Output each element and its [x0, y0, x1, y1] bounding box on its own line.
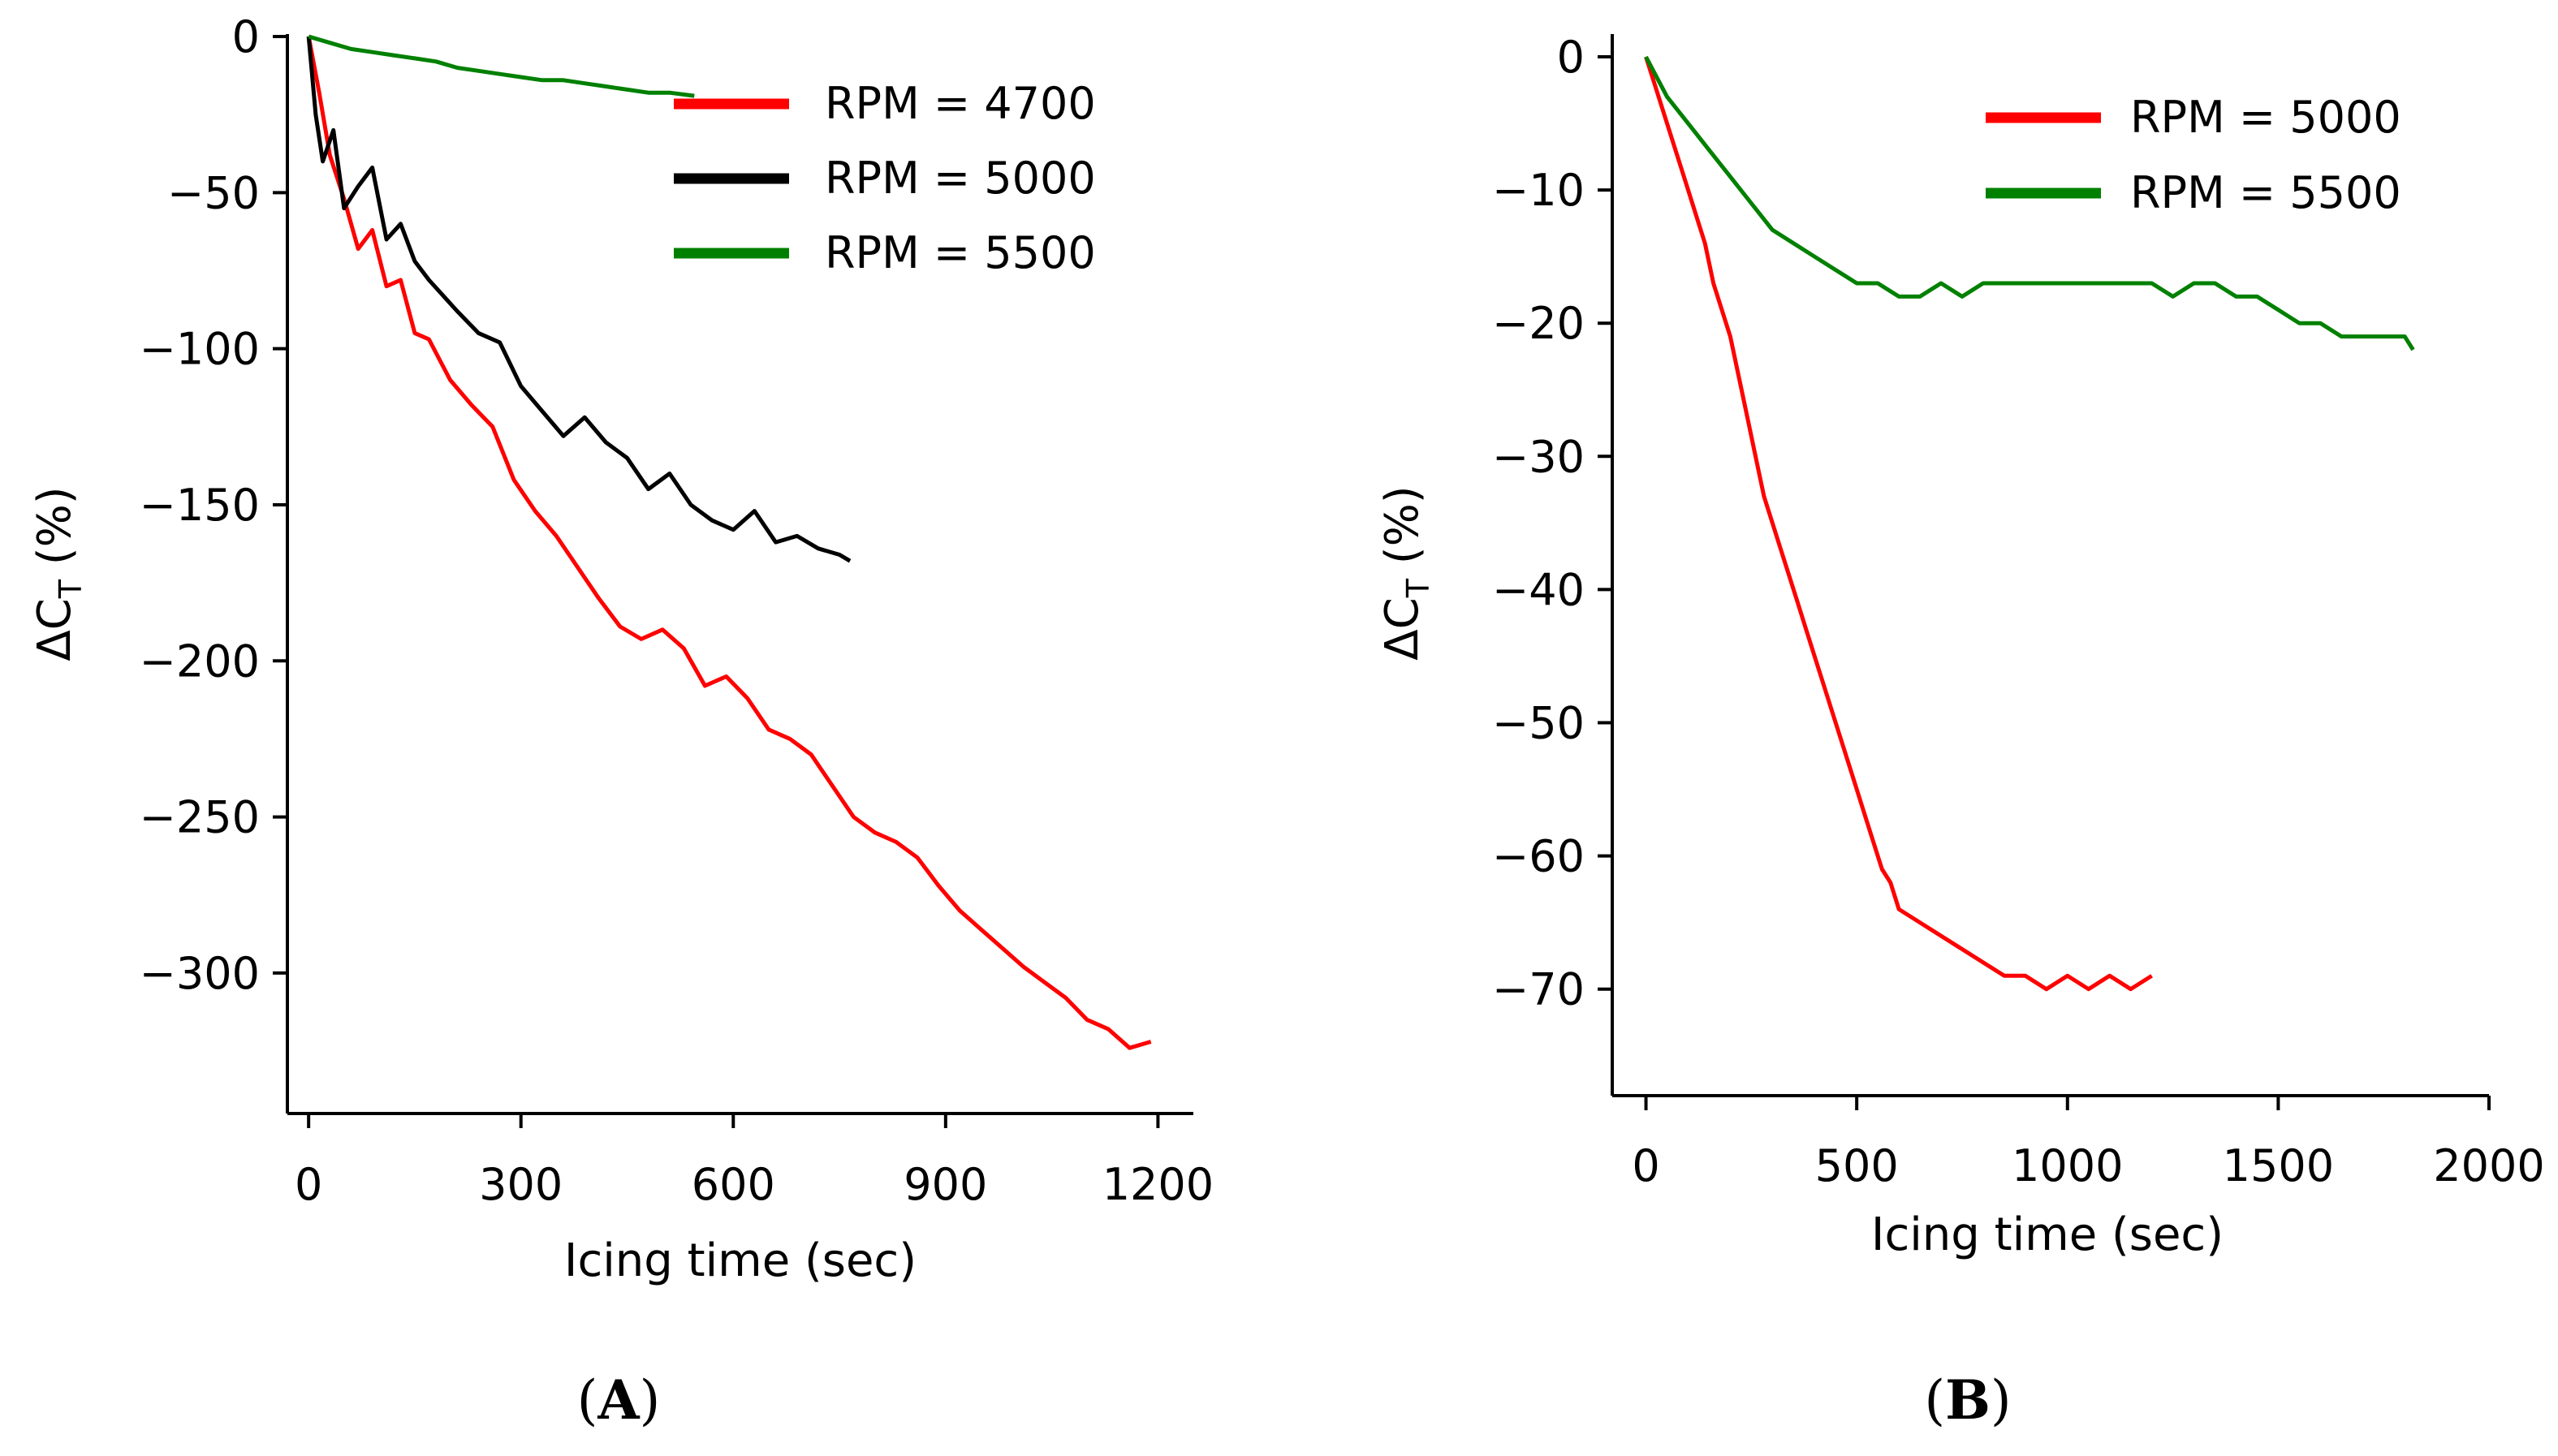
chart-b-x-tick-label: 1000: [2012, 1140, 2123, 1191]
chart-b-x-tick-label: 2000: [2433, 1140, 2544, 1191]
chart-b: 0−10−20−30−40−50−60−70 0 500 1000 1500 2000 …: [1376, 32, 2545, 1432]
chart-b-y-tick-label: −20: [1492, 298, 1585, 349]
chart-b-series-line-rpm-5000: [1644, 56, 2153, 992]
chart-b-y-axis-title-sub: T: [1400, 578, 1436, 598]
chart-b-legend-label-5000: RPM = 5000: [2130, 92, 2401, 143]
chart-b-y-tick-label: −10: [1492, 165, 1585, 216]
chart-b-y-tick-label: −40: [1492, 564, 1585, 615]
chart-a-series-line-rpm-5000: [306, 36, 852, 563]
chart-b-x-ticks: 0 500 1000 1500 2000: [1632, 1096, 2545, 1191]
chart-a-y-tick-label: −200: [140, 635, 260, 687]
chart-a-x-tick-label: 900: [904, 1159, 987, 1210]
chart-b-y-tick-label: −70: [1492, 964, 1585, 1015]
chart-a-panel-label-open: (: [577, 1369, 598, 1432]
chart-a-x-tick-label: 0: [295, 1159, 322, 1210]
chart-a-y-tick-label: 0: [232, 11, 260, 62]
chart-b-legend: RPM = 5000 RPM = 5500: [1986, 92, 2401, 218]
chart-b-x-tick-label: 0: [1632, 1140, 1659, 1191]
chart-b-axes: [1611, 34, 2489, 1097]
chart-a-legend-label-4700: RPM = 4700: [825, 78, 1096, 129]
chart-a-y-axis-title-suffix: (%): [28, 486, 81, 579]
chart-a-x-tick-label: 300: [479, 1159, 563, 1210]
chart-a-x-tick-label: 600: [692, 1159, 775, 1210]
chart-a-legend-label-5500: RPM = 5500: [825, 227, 1096, 278]
chart-a-y-axis-title-sub: T: [53, 579, 88, 599]
chart-a: 0−50−100−150−200−250−300 0 300 600 900 1200 …: [28, 11, 1214, 1432]
chart-a-series-line-rpm-5500: [308, 34, 695, 98]
chart-b-x-tick-label: 1500: [2223, 1140, 2334, 1191]
chart-a-panel-label: (A): [577, 1368, 661, 1432]
chart-a-y-axis-title-main: ΔC: [28, 598, 81, 661]
chart-a-panel-label-close: ): [640, 1369, 661, 1432]
chart-a-y-tick-label: −150: [140, 480, 260, 531]
chart-b-panel-label: (B): [1924, 1368, 2011, 1432]
chart-a-y-ticks: 0 −50 −100 −150 −200 −250 −300: [140, 11, 287, 999]
chart-b-x-axis-title: Icing time (sec): [1871, 1208, 2224, 1261]
chart-a-axes: [286, 34, 1193, 1115]
chart-b-panel-label-letter: B: [1945, 1368, 1991, 1432]
chart-b-x-tick-label: 500: [1815, 1140, 1899, 1191]
chart-a-y-tick-label: −250: [140, 792, 260, 843]
chart-a-legend: RPM = 4700 RPM = 5000 RPM = 5500: [674, 78, 1096, 278]
chart-b-panel-label-close: ): [1991, 1369, 2012, 1432]
chart-b-y-ticks: 0 −10 −20 −30 −40 −50 −60 −70: [1492, 32, 1612, 1015]
chart-a-x-ticks: 0 300 600 900 1200: [295, 1114, 1214, 1210]
chart-b-y-tick-label: −60: [1492, 831, 1585, 882]
chart-a-series: [306, 34, 1152, 1050]
chart-a-y-tick-label: −100: [140, 324, 260, 375]
chart-a-series-line-rpm-4700: [306, 36, 1152, 1050]
chart-b-y-axis-title: ΔCT (%): [1376, 485, 1436, 660]
chart-a-x-tick-label: 1200: [1102, 1159, 1214, 1210]
chart-b-series-line-rpm-5500: [1644, 55, 2415, 351]
chart-b-y-tick-label: 0: [1557, 32, 1585, 83]
chart-a-y-tick-label: −50: [167, 167, 260, 218]
chart-b-y-tick-label: −50: [1492, 698, 1585, 749]
chart-b-panel-label-open: (: [1924, 1369, 1945, 1432]
chart-a-x-axis-title: Icing time (sec): [564, 1234, 917, 1287]
chart-a-legend-label-5000: RPM = 5000: [825, 153, 1096, 204]
chart-b-y-tick-label: −30: [1492, 431, 1585, 482]
chart-a-y-axis-title: ΔCT (%): [28, 486, 88, 661]
chart-a-panel-label-letter: A: [597, 1368, 640, 1432]
chart-b-series: [1644, 55, 2415, 992]
chart-b-y-axis-title-suffix: (%): [1376, 485, 1429, 579]
chart-b-y-axis-title-main: ΔC: [1376, 597, 1429, 660]
chart-a-y-tick-label: −300: [140, 948, 260, 999]
chart-b-legend-label-5500: RPM = 5500: [2130, 167, 2401, 218]
